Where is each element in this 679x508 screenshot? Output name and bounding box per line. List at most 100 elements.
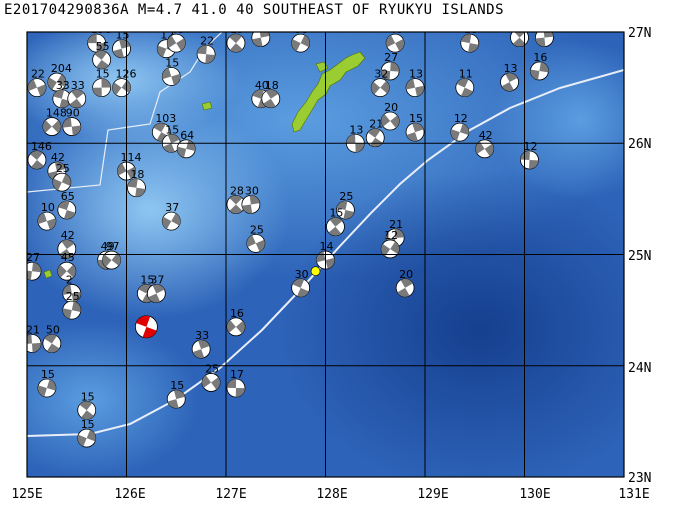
focal-mechanism — [246, 233, 266, 253]
focal-mechanism — [161, 67, 181, 86]
event-depth-label: 15 — [140, 273, 154, 286]
focal-mechanism — [27, 150, 47, 170]
focal-mechanism — [380, 61, 400, 81]
event-depth-label: 48 — [170, 23, 184, 36]
focal-mechanism — [530, 61, 549, 81]
event-depth-label: 146 — [31, 140, 52, 153]
focal-mechanism — [42, 334, 62, 353]
focal-mechanism — [37, 211, 57, 231]
focal-mechanism — [62, 284, 82, 303]
event-depth-label: 19 — [255, 18, 269, 31]
focal-mechanism — [27, 78, 47, 98]
focal-mechanism — [226, 378, 246, 398]
event-depth-label: 25 — [205, 362, 219, 375]
event-depth-label: 18 — [464, 23, 478, 36]
event-depth-label: 90 — [66, 107, 80, 120]
lon-label: 127E — [215, 487, 246, 502]
event-depth-label: 42 — [479, 129, 493, 142]
focal-mechanism — [241, 195, 261, 214]
shelf-highlight — [27, 100, 290, 320]
event-depth-label: 21 — [369, 118, 383, 131]
event-depth-label: 15 — [165, 123, 179, 136]
focal-mechanism — [52, 89, 72, 109]
focal-mechanism — [62, 300, 82, 320]
map-title: E201704290836A M=4.7 41.0 40 SOUTHEAST O… — [4, 2, 505, 18]
event-depth-label: 16 — [230, 307, 244, 320]
focal-mechanism — [405, 122, 425, 142]
focal-mechanism — [62, 117, 82, 136]
focal-mechanism — [380, 239, 400, 259]
graticule — [27, 32, 624, 477]
event-depth-label: 27 — [26, 251, 40, 264]
event-depth-label: 49 — [101, 240, 115, 253]
focal-mechanism — [500, 72, 519, 92]
lon-label: 131E — [618, 487, 649, 502]
focal-mechanism — [166, 389, 186, 409]
event-depth-label: 45 — [61, 251, 75, 264]
focal-mechanism — [102, 250, 121, 270]
trench-line — [27, 69, 624, 437]
deep-shade — [280, 170, 624, 477]
focal-mechanism — [166, 33, 186, 53]
focal-mechanism — [365, 128, 385, 148]
shelf-shade — [27, 320, 200, 477]
focal-mechanism — [520, 150, 539, 170]
event-depth-label: 25 — [56, 162, 70, 175]
focal-mechanism — [226, 317, 246, 337]
focal-mechanism — [510, 32, 529, 47]
focal-mechanism — [405, 78, 425, 98]
event-depth-label: 114 — [121, 151, 142, 164]
island — [201, 101, 213, 111]
event-depth-label: 25 — [250, 223, 264, 236]
event-depth-label: 148 — [46, 107, 67, 120]
focal-mechanism — [291, 33, 311, 53]
event-depth-label: 103 — [155, 112, 176, 125]
event-depth-label: 37 — [165, 201, 179, 214]
event-depth-label: 15 — [165, 57, 179, 70]
focal-mechanism — [112, 78, 131, 98]
event-depth-label: 53 — [295, 23, 309, 36]
focal-mechanism — [52, 172, 72, 192]
event-depth-label: 30 — [295, 268, 309, 281]
event-depth-label: 13 — [504, 62, 518, 75]
focal-mechanism — [27, 334, 42, 353]
focal-mechanism — [127, 178, 146, 198]
lon-label: 129E — [417, 487, 448, 502]
event-depth-label: 15 — [230, 23, 244, 36]
event-depth-label: 2 — [66, 273, 73, 286]
focal-mechanism — [226, 195, 246, 214]
shelf-highlight — [27, 32, 240, 140]
focal-mechanism — [47, 72, 67, 92]
focal-mechanism — [450, 122, 470, 142]
event-depth-label: 12 — [384, 229, 398, 242]
focal-mechanism — [57, 261, 77, 281]
event-depth-label: 15 — [81, 390, 95, 403]
focal-mechanism — [475, 139, 495, 159]
event-depth-label: 27 — [384, 51, 398, 64]
event-depth-label: 25 — [66, 290, 80, 303]
event-depth-label: 64 — [180, 129, 194, 142]
event-depth-label: 40 — [255, 79, 269, 92]
event-depth-label: 11 — [459, 68, 473, 81]
event-depth-label: 13 — [349, 123, 363, 136]
focal-mechanism — [146, 284, 166, 303]
focal-mechanism — [335, 200, 355, 220]
longitude-labels: 125E 126E 127E 128E 129E 130E 131E — [11, 487, 649, 502]
focal-mechanism — [380, 111, 400, 131]
event-depth-label: 37 — [150, 273, 164, 286]
event-depth-label: 97 — [106, 240, 120, 253]
focal-mechanism — [92, 78, 112, 98]
event-depth-label: 18 — [265, 79, 279, 92]
event-depth-label: 15 — [96, 68, 110, 81]
focal-mechanism — [176, 139, 196, 159]
event-depth-label: 15 — [41, 368, 55, 381]
lon-label: 130E — [519, 487, 550, 502]
event-depth-label: 55 — [96, 40, 110, 53]
event-depth-label: 42 — [51, 151, 65, 164]
focal-mechanism — [201, 373, 221, 392]
focal-mechanism — [370, 78, 390, 98]
lat-label: 24N — [628, 361, 651, 376]
event-depth-label: 33 — [71, 79, 85, 92]
focal-mechanism — [291, 278, 311, 298]
